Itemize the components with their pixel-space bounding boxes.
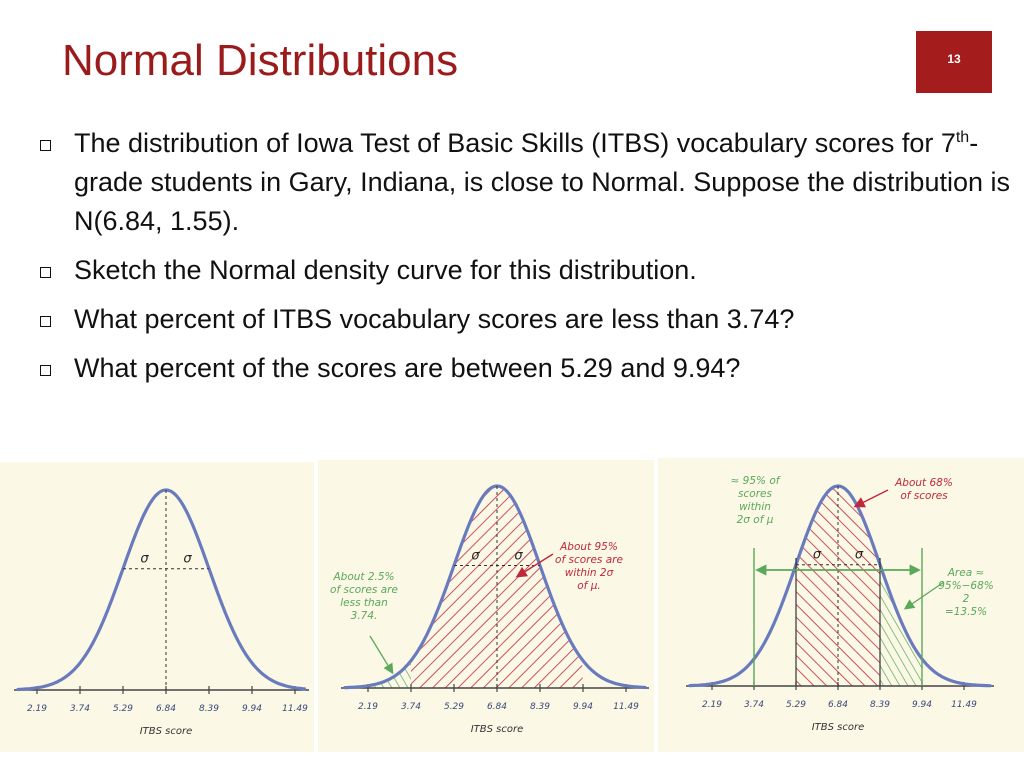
- tick-label: 5.29: [786, 700, 806, 710]
- bullet-item: What percent of the scores are between 5…: [40, 349, 1010, 388]
- tick-label: 8.39: [870, 700, 890, 710]
- tick-label: 2.19: [358, 702, 378, 712]
- tick-label: 6.84: [156, 704, 176, 714]
- normal-curve-figures: 2.19 3.74 5.29 6.84 8.39 9.94 11.49 ITBS score σ…: [0, 458, 1024, 752]
- square-bullet-icon: [40, 267, 51, 278]
- bullet-text: The distribution of Iowa Test of Basic S…: [74, 128, 956, 158]
- bullet-item: What percent of ITBS vocabulary scores a…: [40, 300, 1010, 339]
- density-curve: [688, 484, 992, 688]
- tick-label: 11.49: [951, 700, 977, 710]
- bullet-text: Sketch the Normal density curve for this…: [74, 255, 697, 285]
- sigma-label: σ: [855, 548, 864, 563]
- sigma-label: σ: [514, 548, 523, 563]
- square-bullet-icon: [40, 140, 51, 151]
- lower-tail-area: [366, 660, 411, 688]
- bullet-text: What percent of the scores are between 5…: [74, 353, 741, 383]
- figure-panel-1: [0, 462, 314, 752]
- annotation-arrow: [853, 489, 889, 508]
- tick-label: 11.49: [282, 704, 308, 714]
- slide-title: Normal Distributions: [62, 36, 459, 85]
- annotation-68-percent: About 68% of scores: [894, 477, 953, 502]
- figure-3-one-sd-band: 2.19 3.74 5.29 6.84 8.39 9.94 11.49 ITBS score σ…: [686, 475, 994, 733]
- tick-label: 2.19: [27, 704, 47, 714]
- tick-label: 6.84: [828, 700, 848, 710]
- bullet-text: What percent of ITBS vocabulary scores a…: [74, 304, 795, 334]
- annotation-arrow: [369, 635, 394, 675]
- annotation-13-5-percent: Area ≈95%−68% 2 =13.5%: [938, 567, 993, 618]
- axis-label: ITBS score: [140, 726, 193, 737]
- tick-label: 5.29: [444, 702, 464, 712]
- square-bullet-icon: [40, 316, 51, 327]
- tick-label: 8.39: [199, 704, 219, 714]
- annotation-95-percent: About 95% of scores are within 2σ of μ.: [555, 541, 623, 592]
- bullet-item: Sketch the Normal density curve for this…: [40, 251, 1010, 290]
- tick-label: 9.94: [242, 704, 262, 714]
- figure-1-density-curve: 2.19 3.74 5.29 6.84 8.39 9.94 11.49 ITBS score σ…: [14, 488, 309, 737]
- tick-label: 8.39: [530, 702, 550, 712]
- bullet-text: -grade students in Gary, Indiana, is clo…: [74, 128, 1010, 236]
- density-curve: [343, 484, 647, 690]
- bullet-list: The distribution of Iowa Test of Basic S…: [40, 124, 1010, 398]
- sigma-label: σ: [183, 552, 192, 567]
- tick-label: 6.84: [487, 702, 507, 712]
- sigma-label: σ: [471, 548, 480, 563]
- bullet-superscript: th: [955, 129, 970, 146]
- square-bullet-icon: [40, 365, 51, 376]
- bullet-item: The distribution of Iowa Test of Basic S…: [40, 124, 1010, 241]
- tick-label: 3.74: [70, 704, 90, 714]
- axis-label: ITBS score: [471, 724, 524, 735]
- tick-label: 9.94: [573, 702, 593, 712]
- annotation-95-within: ≈ 95% of scores within 2σ of μ: [731, 475, 782, 526]
- annotation-arrow: [515, 553, 554, 578]
- annotation-arrow: [903, 581, 945, 610]
- tick-label: 2.19: [702, 700, 722, 710]
- axis-label: ITBS score: [812, 722, 865, 733]
- tick-label: 3.74: [744, 700, 764, 710]
- slide-number-badge: 13: [916, 31, 992, 93]
- tick-label: 9.94: [912, 700, 932, 710]
- middle-95-area: [411, 486, 583, 688]
- tick-label: 3.74: [401, 702, 421, 712]
- density-curve: [16, 488, 307, 692]
- middle-68-area: [796, 486, 880, 686]
- figure-2-lower-tail: 2.19 3.74 5.29 6.84 8.39 9.94 11.49 ITBS score σ…: [330, 484, 649, 735]
- tick-label: 5.29: [113, 704, 133, 714]
- annotation-lower-tail: About 2.5% of scores are less than 3.74.: [330, 571, 398, 622]
- sigma-label: σ: [813, 548, 822, 563]
- sigma-label: σ: [140, 552, 149, 567]
- tick-label: 11.49: [613, 702, 639, 712]
